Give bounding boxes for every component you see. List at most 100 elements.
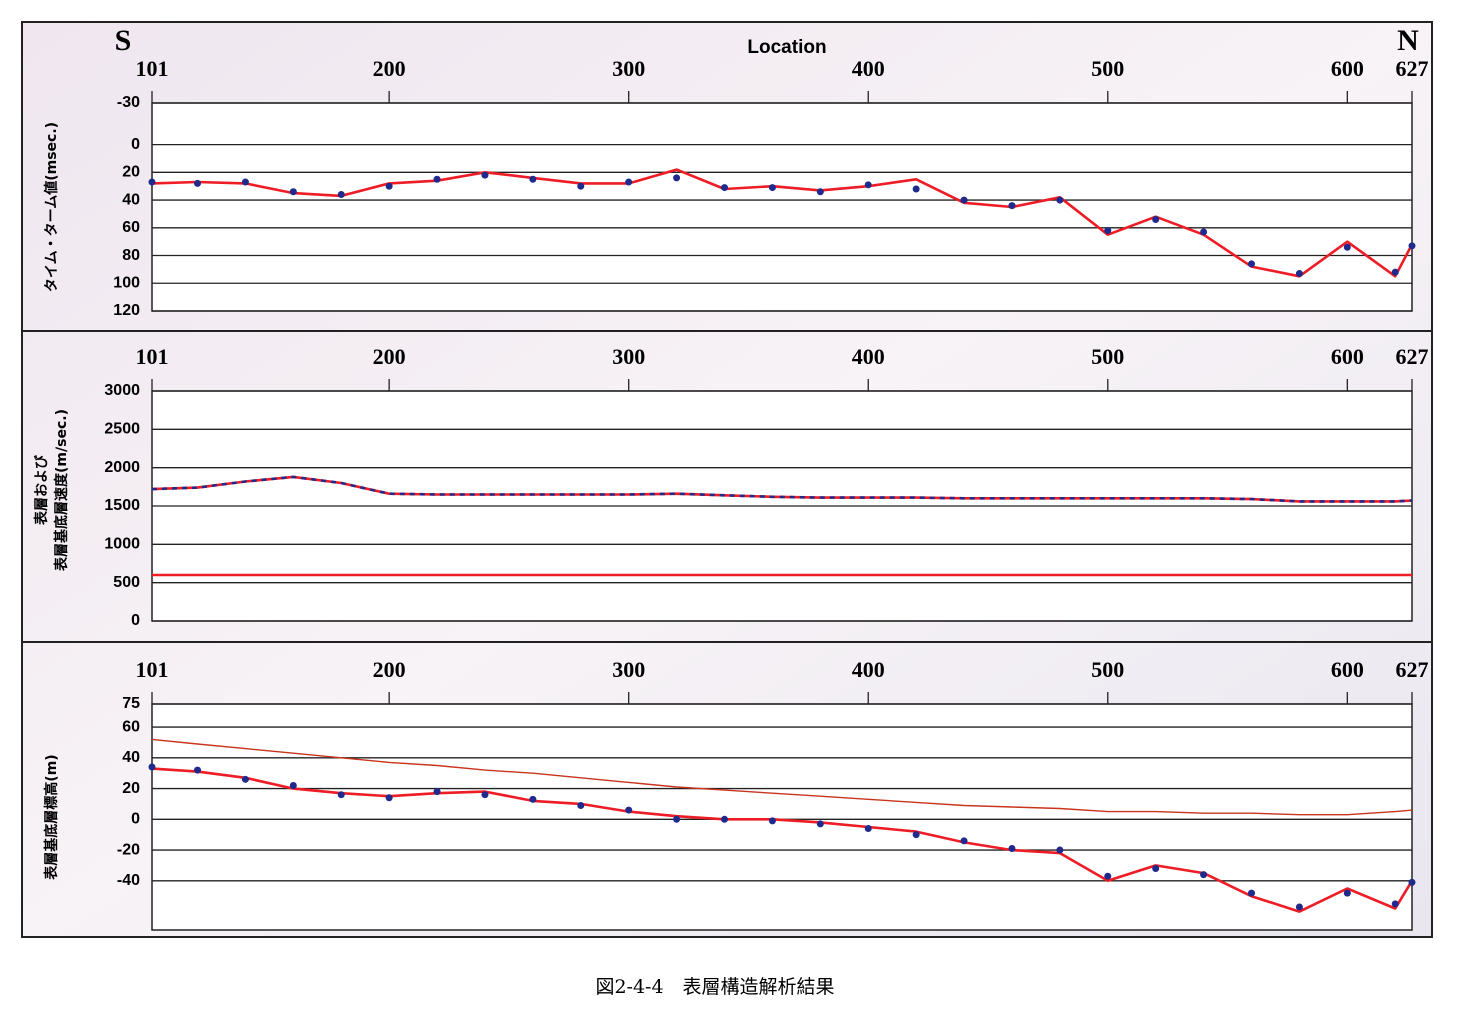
series-line	[151, 475, 1413, 503]
data-point	[816, 188, 824, 196]
data-point	[529, 175, 537, 183]
x-tick-label: 627	[1396, 344, 1429, 369]
y-axis-label: 表層および	[33, 454, 50, 526]
x-tick-label: 600	[1331, 344, 1364, 369]
data-point	[337, 191, 345, 199]
x-axis-label: Location	[747, 37, 826, 58]
data-point	[816, 820, 824, 828]
data-point	[241, 775, 249, 783]
y-tick-label: 1500	[104, 497, 140, 514]
y-tick-label: 0	[131, 136, 140, 153]
x-tick-label: 600	[1331, 56, 1364, 81]
data-point	[625, 178, 633, 186]
series-line	[151, 767, 1414, 913]
data-point	[289, 188, 297, 196]
data-point	[912, 185, 920, 193]
series-line	[151, 738, 1413, 816]
data-point	[385, 182, 393, 190]
x-tick-label: 200	[373, 56, 406, 81]
caption: 図2-4-4 表層構造解析結果	[595, 976, 834, 998]
y-axis-label: 表層基底層標高(m)	[43, 754, 60, 880]
y-tick-label: 1000	[104, 536, 140, 553]
data-point	[481, 791, 489, 799]
y-axis-label: タイム・ターム値(msec.)	[43, 122, 60, 292]
data-point	[1391, 268, 1399, 276]
data-point	[1408, 878, 1416, 886]
data-point	[577, 801, 585, 809]
data-point	[1343, 243, 1351, 251]
data-point	[768, 184, 776, 192]
x-tick-label: 500	[1091, 657, 1124, 682]
x-tick-label: 200	[373, 344, 406, 369]
y-tick-label: 20	[122, 780, 140, 797]
y-axis-label: 表層基底層速度(m/sec.)	[53, 409, 70, 572]
x-tick-label: 300	[612, 56, 645, 81]
x-tick-label: 500	[1091, 344, 1124, 369]
data-point	[481, 171, 489, 179]
data-point	[864, 825, 872, 833]
data-point	[1248, 889, 1256, 897]
y-tick-label: 40	[122, 191, 140, 208]
data-point	[768, 817, 776, 825]
data-point	[194, 766, 202, 774]
x-tick-label: 600	[1331, 657, 1364, 682]
data-point	[337, 791, 345, 799]
data-point	[960, 196, 968, 204]
data-point	[1104, 872, 1112, 880]
data-point	[1295, 270, 1303, 278]
x-tick-label: 300	[612, 657, 645, 682]
data-point	[1200, 228, 1208, 236]
data-point	[1295, 903, 1303, 911]
y-tick-label: 500	[113, 574, 140, 591]
data-point	[148, 178, 156, 186]
data-point	[1104, 227, 1112, 235]
y-tick-label: 75	[122, 695, 140, 712]
x-tick-label: 101	[136, 56, 169, 81]
series-line	[151, 168, 1414, 278]
y-tick-label: 20	[122, 164, 140, 181]
y-tick-label: 80	[122, 247, 140, 264]
x-tick-label: 400	[852, 56, 885, 81]
data-point	[960, 837, 968, 845]
y-tick-label: 40	[122, 749, 140, 766]
x-tick-label: 101	[136, 344, 169, 369]
plot-area	[151, 703, 1413, 931]
y-tick-label: -20	[117, 841, 140, 858]
data-point	[433, 788, 441, 796]
data-point	[433, 175, 441, 183]
y-tick-label: -40	[117, 872, 140, 889]
x-tick-label: 400	[852, 657, 885, 682]
y-tick-label: 0	[131, 612, 140, 629]
data-point	[241, 178, 249, 186]
y-tick-label: 60	[122, 219, 140, 236]
data-point	[289, 781, 297, 789]
x-tick-label: 400	[852, 344, 885, 369]
x-tick-label: 500	[1091, 56, 1124, 81]
y-tick-label: 100	[113, 274, 140, 291]
x-tick-label: 101	[136, 657, 169, 682]
data-point	[1008, 202, 1016, 210]
y-tick-label: -30	[117, 94, 140, 111]
data-point	[1343, 889, 1351, 897]
data-point	[721, 815, 729, 823]
data-point	[1408, 242, 1416, 250]
data-point	[1248, 260, 1256, 268]
y-tick-label: 3000	[104, 382, 140, 399]
data-point	[1056, 846, 1064, 854]
data-point	[721, 184, 729, 192]
y-tick-label: 120	[113, 302, 140, 319]
data-point	[1391, 900, 1399, 908]
data-point	[625, 806, 633, 814]
y-tick-label: 2500	[104, 421, 140, 438]
data-point	[1056, 196, 1064, 204]
data-point	[577, 182, 585, 190]
data-point	[385, 794, 393, 802]
y-tick-label: 60	[122, 718, 140, 735]
y-tick-label: 0	[131, 811, 140, 828]
data-point	[148, 763, 156, 771]
plot-area	[151, 102, 1413, 312]
data-point	[673, 815, 681, 823]
data-point	[1152, 865, 1160, 873]
x-tick-label: 300	[612, 344, 645, 369]
data-point	[673, 174, 681, 182]
